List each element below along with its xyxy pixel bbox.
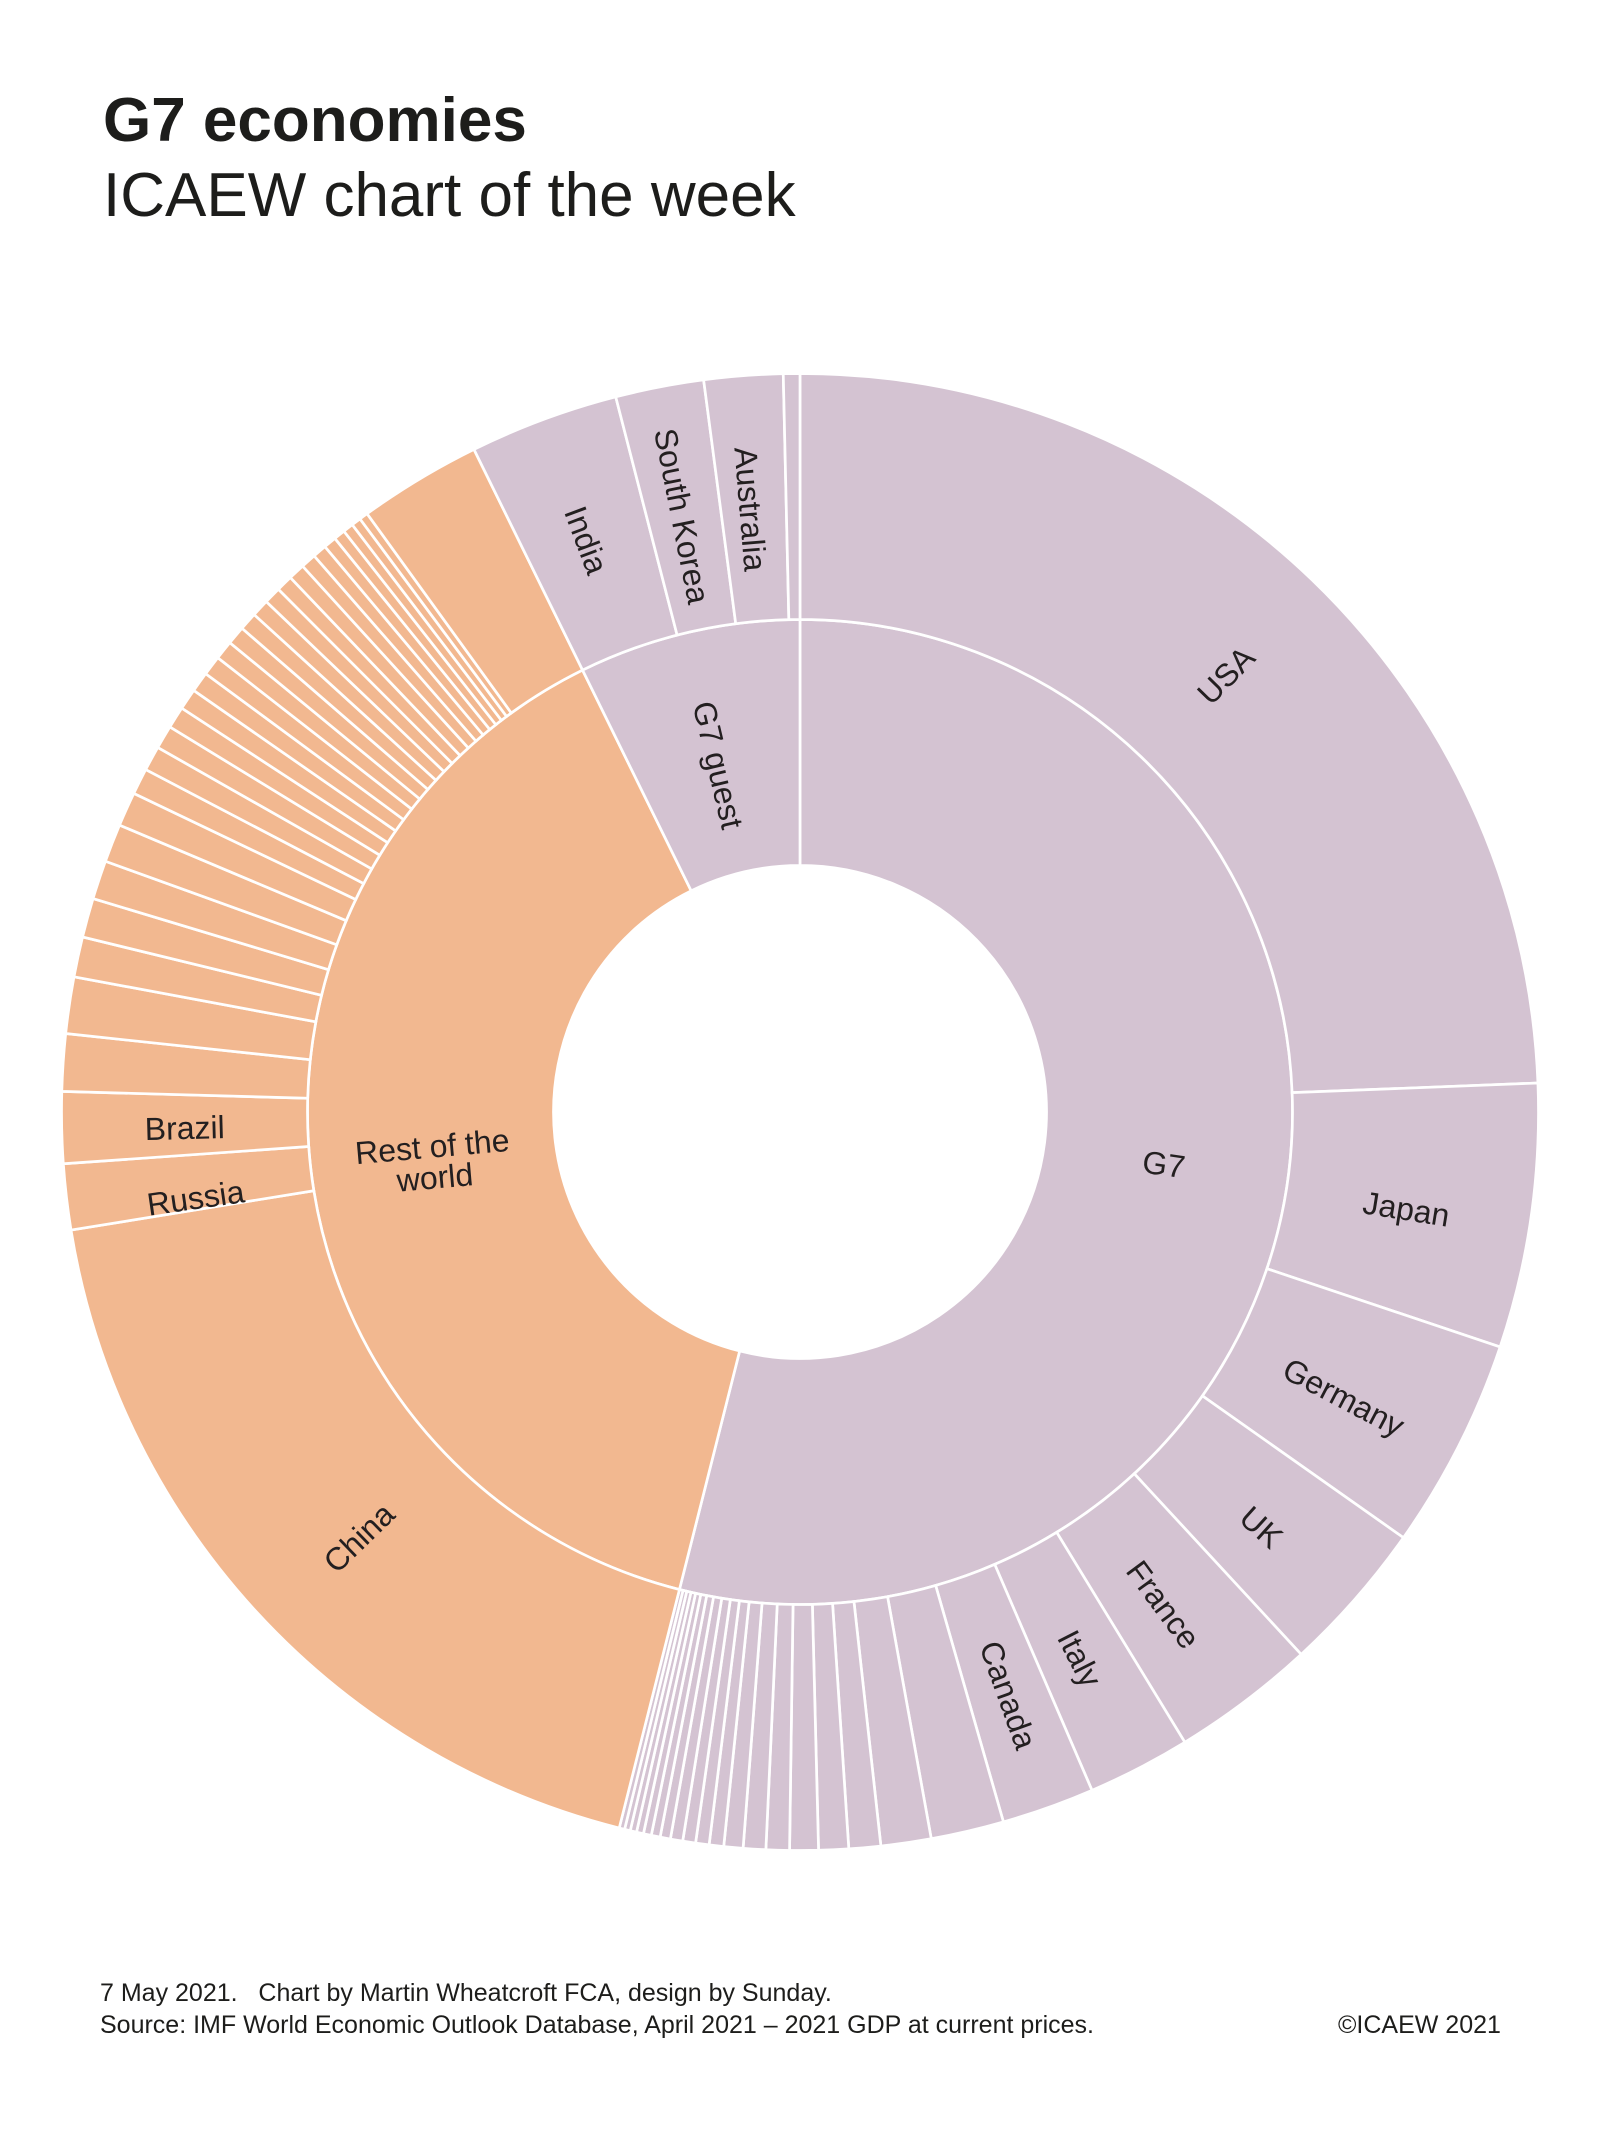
svg-text:Brazil: Brazil xyxy=(144,1109,225,1147)
svg-text:G7: G7 xyxy=(1140,1144,1187,1186)
